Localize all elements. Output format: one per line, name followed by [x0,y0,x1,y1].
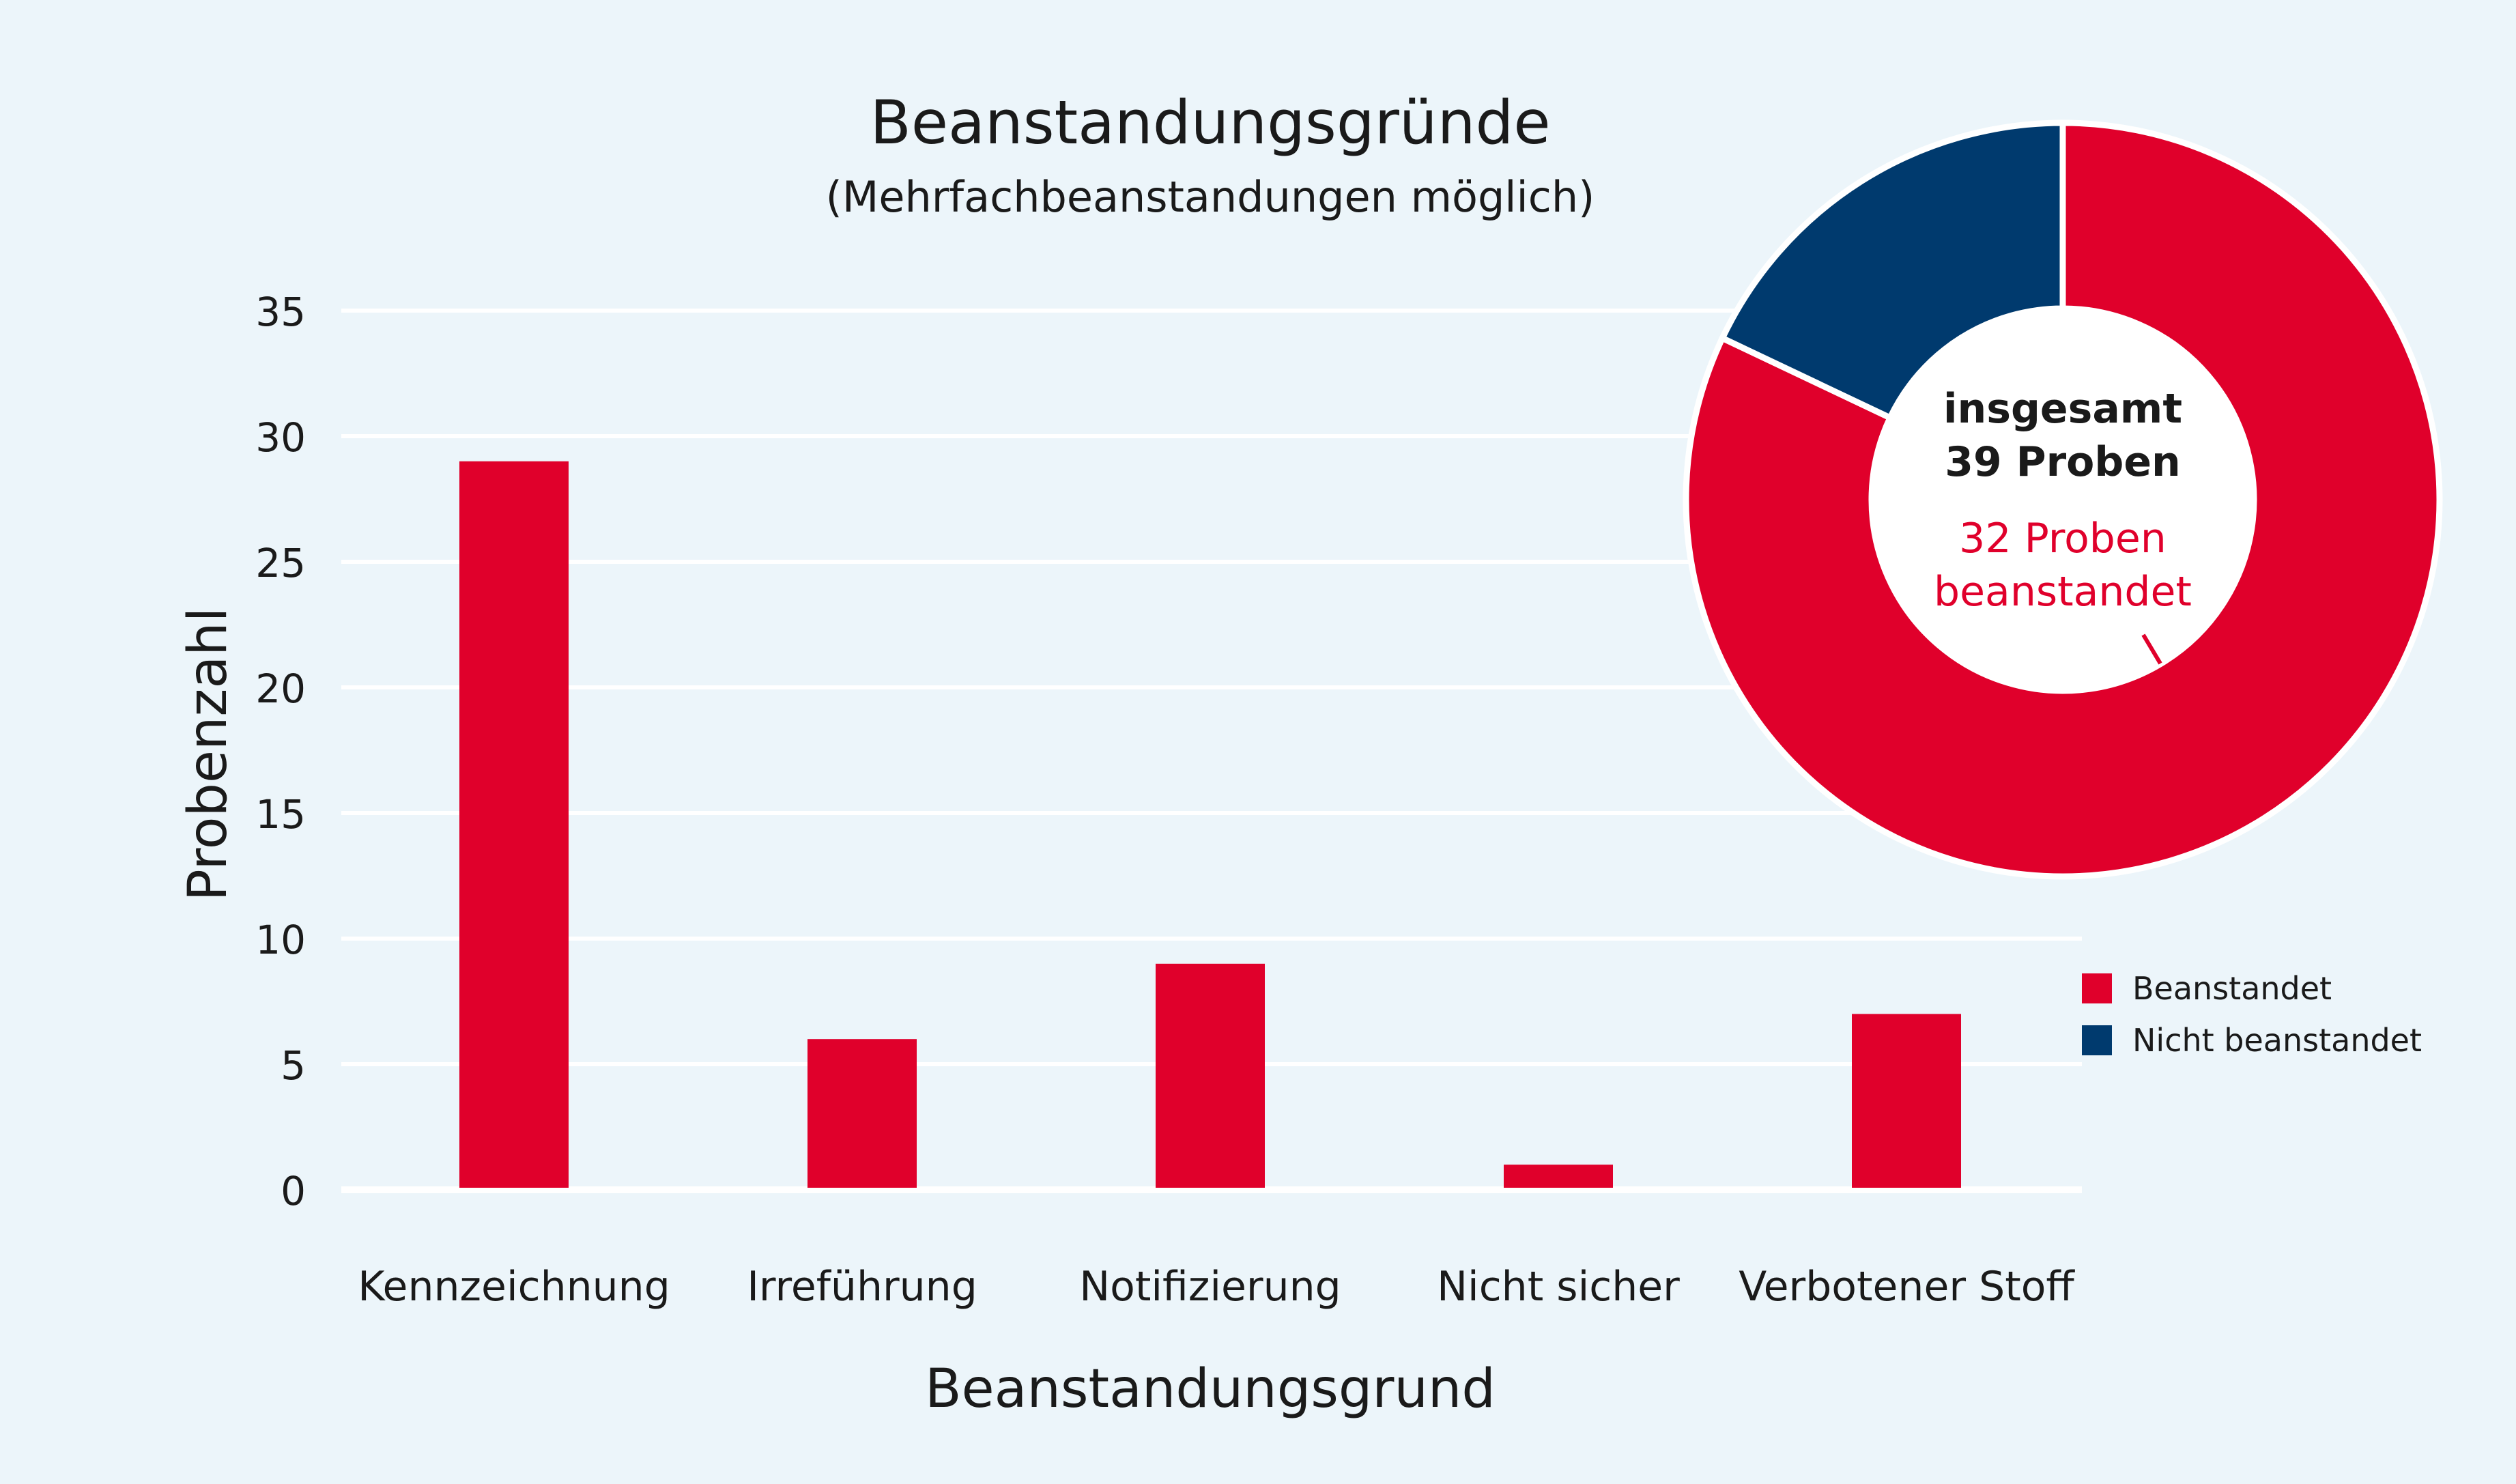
x-tick-label: Notifizierung [1079,1263,1341,1311]
y-tick-label: 5 [281,1042,306,1089]
legend-swatch-beanstandet [2082,973,2112,1003]
bar [1156,963,1265,1188]
bar [807,1039,917,1188]
donut-outline [1683,120,2442,879]
legend-label-beanstandet: Beanstandet [2132,970,2332,1007]
legend: Beanstandet Nicht beanstandet [2082,962,2422,1066]
y-axis-title: Probenzahl [177,607,239,902]
legend-swatch-nicht-beanstandet [2082,1025,2112,1055]
y-tick-label: 10 [255,917,306,963]
gridlines [341,309,2082,1193]
y-tick-labels: 0 5 10 15 20 25 30 35 [255,289,306,1214]
x-axis-title: Beanstandungsgrund [925,1358,1496,1420]
y-tick-label: 20 [255,666,306,712]
donut-hole [1874,311,2252,689]
y-tick-label: 15 [255,791,306,838]
chart-title: Beanstandungsgründe [870,87,1551,158]
donut-annotation-line-2: beanstandet [1934,568,2192,616]
donut-annotation-line-1: 32 Proben [1959,515,2167,562]
x-tick-label: Verbotener Stoff [1739,1263,2075,1311]
x-tick-label: Irreführung [747,1263,977,1311]
annotation-leader-line [2141,633,2162,665]
donut-center-label: insgesamt 39 Proben 32 Proben beanstande… [1934,382,2192,618]
chart-subtitle: (Mehrfachbeanstandungen möglich) [825,172,1595,222]
bar [1852,1014,1961,1188]
legend-label-nicht-beanstandet: Nicht beanstandet [2132,1022,2422,1059]
legend-item-beanstandet: Beanstandet [2082,962,2422,1014]
donut-total-line-1: insgesamt [1943,385,2183,433]
y-tick-label: 35 [255,289,306,335]
bar [459,461,569,1188]
y-tick-label: 0 [281,1168,306,1214]
x-tick-labels: Kennzeichnung Irreführung Notifizierung Nic… [358,1263,2075,1311]
donut-chart [1683,119,2443,880]
x-tick-label: Kennzeichnung [358,1263,670,1311]
legend-item-nicht-beanstandet: Nicht beanstandet [2082,1014,2422,1066]
donut-total-line-2: 39 Proben [1945,438,2181,486]
y-tick-label: 30 [255,414,306,461]
bars [459,461,1961,1188]
y-tick-label: 25 [255,540,306,586]
x-tick-label: Nicht sicher [1437,1263,1680,1311]
bar [1504,1165,1613,1188]
